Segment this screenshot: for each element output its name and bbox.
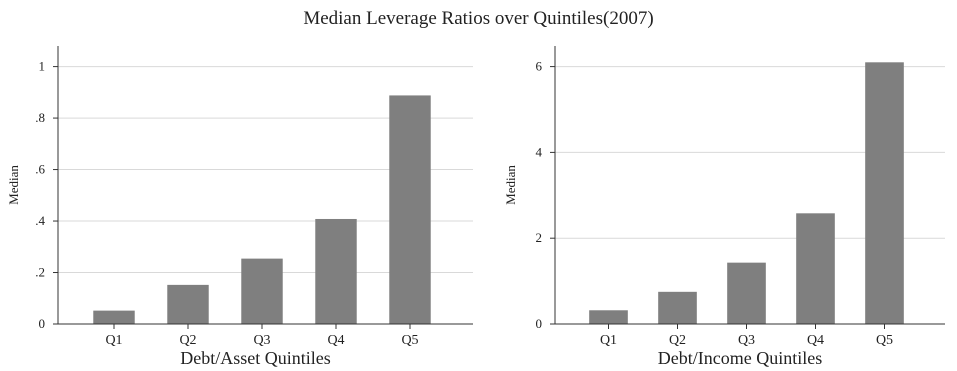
y-axis-label: Median bbox=[6, 165, 21, 205]
bar-q5 bbox=[865, 62, 904, 325]
x-tick-label: Q1 bbox=[105, 333, 122, 348]
x-tick-label: Q2 bbox=[669, 333, 686, 348]
bar-q5 bbox=[389, 95, 431, 324]
x-tick-label: Q2 bbox=[179, 333, 196, 348]
y-tick-label: .4 bbox=[35, 213, 45, 228]
y-tick-label: .6 bbox=[35, 162, 45, 177]
x-axis-label: Debt/Income Quintiles bbox=[658, 348, 822, 368]
x-axis-label: Debt/Asset Quintiles bbox=[180, 348, 331, 368]
x-tick-label: Q5 bbox=[401, 333, 418, 348]
bar-q2 bbox=[167, 284, 209, 324]
y-tick-label: 0 bbox=[39, 316, 46, 331]
y-tick-label: 4 bbox=[536, 144, 543, 159]
left-panel-debt-asset: 0 .2 .4 .6 .8 1 Q1 Q2 Q3 Q4 Q5 Debt/Asset Quintiles… bbox=[6, 46, 473, 368]
y-tick-label: 0 bbox=[536, 316, 543, 331]
bar-q2 bbox=[658, 291, 697, 324]
y-tick-label: 1 bbox=[39, 59, 46, 74]
x-tick-label: Q3 bbox=[253, 333, 270, 348]
x-tick-label: Q4 bbox=[327, 333, 344, 348]
y-tick-label: 6 bbox=[536, 59, 543, 74]
bar-q4 bbox=[796, 213, 835, 324]
bar-q1 bbox=[589, 310, 628, 324]
bar-q3 bbox=[727, 262, 766, 324]
y-axis-label: Median bbox=[503, 165, 518, 205]
y-tick-label: 2 bbox=[536, 230, 543, 245]
right-panel-debt-income: 0 2 4 6 Q1 Q2 Q3 Q4 Q5 Debt/Income Quintiles Media… bbox=[503, 46, 945, 368]
y-tick-label: .8 bbox=[35, 110, 45, 125]
x-tick-label: Q3 bbox=[738, 333, 755, 348]
bar-q1 bbox=[93, 310, 135, 324]
y-tick-label: .2 bbox=[35, 265, 45, 280]
bar-q3 bbox=[241, 258, 283, 324]
figure-title: Median Leverage Ratios over Quintiles(20… bbox=[303, 8, 654, 29]
x-tick-label: Q5 bbox=[876, 333, 893, 348]
x-tick-label: Q4 bbox=[807, 333, 824, 348]
bar-q4 bbox=[315, 218, 357, 324]
x-tick-label: Q1 bbox=[600, 333, 617, 348]
